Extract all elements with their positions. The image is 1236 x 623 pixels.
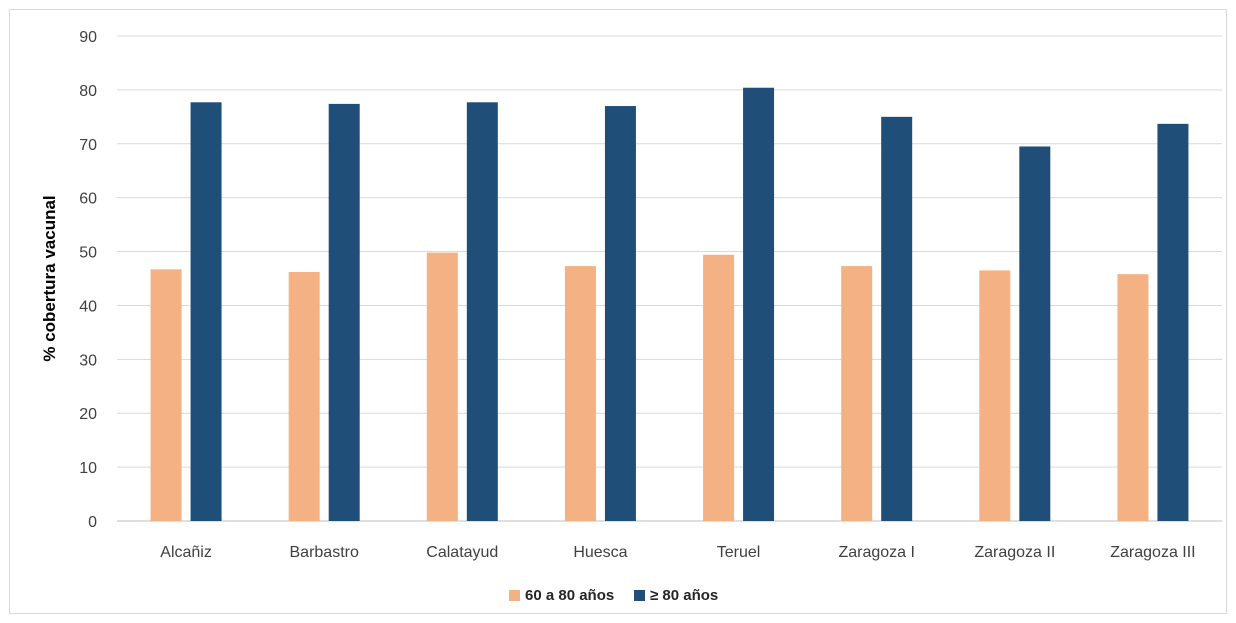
x-tick-label: Calatayud	[426, 544, 498, 561]
y-tick-label: 90	[79, 29, 97, 46]
bar-series-1	[703, 254, 735, 522]
y-tick-label: 70	[79, 137, 97, 154]
bar-series-1	[841, 266, 873, 521]
bar-series-2	[604, 106, 636, 522]
x-tick-label: Zaragoza II	[974, 544, 1055, 561]
x-tick-label: Huesca	[573, 544, 627, 561]
legend-entry: ≥ 80 años	[650, 587, 718, 604]
y-axis-label: % cobertura vacunal	[40, 195, 59, 361]
bar-series-1	[288, 272, 320, 521]
y-axis-ticks: 0 10 20 30 40 50 60 70 80 90	[79, 29, 97, 531]
bar-series-2	[1019, 146, 1051, 521]
bar-series-1	[426, 252, 458, 521]
x-tick-label: Zaragoza III	[1110, 544, 1195, 561]
bar-series-2	[1157, 123, 1189, 521]
bar-series-2	[190, 102, 222, 522]
y-tick-label: 30	[79, 352, 97, 369]
bar-series-2	[743, 87, 775, 521]
y-tick-label: 10	[79, 460, 97, 477]
legend-swatch	[509, 590, 520, 601]
y-tick-label: 50	[79, 245, 97, 262]
x-tick-label: Barbastro	[290, 544, 359, 561]
x-tick-label: Zaragoza I	[838, 544, 914, 561]
bar-series-2	[881, 116, 913, 521]
bar-series-1	[1117, 274, 1149, 521]
bar-series-1	[979, 270, 1011, 521]
legend-swatch	[634, 590, 645, 601]
y-tick-label: 60	[79, 191, 97, 208]
bar-series-1	[564, 266, 596, 521]
bars	[150, 87, 1189, 522]
x-tick-label: Teruel	[717, 544, 761, 561]
y-tick-label: 80	[79, 83, 97, 100]
gridlines	[117, 35, 1222, 522]
y-tick-label: 0	[88, 514, 97, 531]
x-tick-label: Alcañiz	[160, 544, 212, 561]
legend-entry: 60 a 80 años	[525, 587, 614, 604]
y-tick-label: 20	[79, 406, 97, 423]
bar-series-1	[150, 269, 182, 521]
bar-series-2	[466, 102, 498, 522]
y-tick-label: 40	[79, 298, 97, 315]
bar-series-2	[328, 103, 360, 522]
legend: 60 a 80 años ≥ 80 años	[509, 587, 718, 604]
x-axis-ticks: Alcañiz Barbastro Calatayud Huesca Teruel Zar…	[160, 544, 1195, 561]
